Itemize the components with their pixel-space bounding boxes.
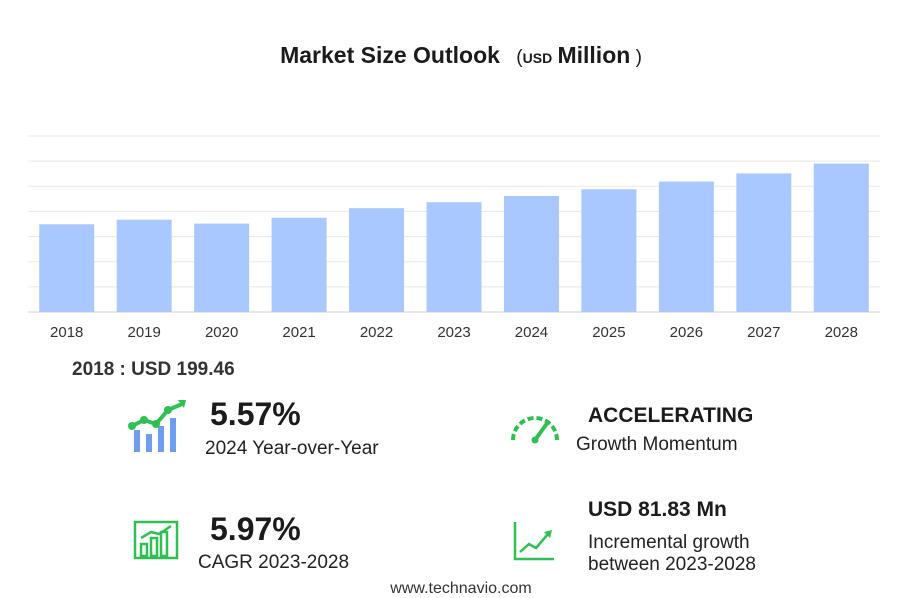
kpi-incremental-label2: between 2023-2028	[588, 554, 756, 575]
bar-chart-icon	[133, 520, 179, 560]
x-tick-label-2018: 2018	[50, 324, 83, 341]
x-tick-label-2027: 2027	[747, 324, 780, 341]
chart-title: Market Size Outlook (USD Million )	[0, 42, 922, 69]
kpi-incremental: USD 81.83 Mn	[588, 498, 727, 522]
x-tick-label-2022: 2022	[360, 324, 393, 341]
bar-2020	[194, 223, 250, 312]
kpi-yoy-label: 2024 Year-over-Year	[205, 438, 379, 459]
bar-2021	[271, 217, 327, 312]
bar-2025	[581, 189, 637, 312]
bar-2018	[39, 224, 95, 312]
kpi-cagr: 5.97%	[210, 511, 301, 548]
kpi-yoy-value: 5.57%	[210, 396, 301, 432]
bar-2023	[426, 202, 482, 312]
bar-2024	[503, 196, 559, 312]
title-million: Million	[557, 42, 631, 68]
kpi-yoy: 5.57%	[210, 396, 301, 433]
footer-source: www.technavio.com	[390, 580, 532, 597]
x-tick-label-2024: 2024	[515, 324, 548, 341]
kpi-momentum-value: ACCELERATING	[588, 404, 754, 427]
bar-trend-icon	[128, 400, 186, 452]
kpi-cagr-label-wrap: CAGR 2023-2028	[198, 552, 349, 574]
kpi-momentum-label: Growth Momentum	[576, 434, 738, 455]
bar-2019	[116, 219, 172, 312]
kpi-cagr-value: 5.97%	[210, 511, 301, 547]
x-tick-label-2025: 2025	[592, 324, 625, 341]
x-tick-label-2021: 2021	[282, 324, 315, 341]
x-tick-label-2020: 2020	[205, 324, 238, 341]
x-tick-label-2023: 2023	[437, 324, 470, 341]
title-main: Market Size Outlook	[280, 42, 500, 68]
kpi-momentum: ACCELERATING	[588, 404, 753, 428]
kpi-incremental-label-wrap: Incremental growth between 2023-2028	[588, 532, 756, 576]
bar-2028	[813, 163, 869, 312]
kpi-yoy-label-wrap: 2024 Year-over-Year	[205, 438, 379, 460]
base-year-value: 2018 : USD 199.46	[72, 359, 235, 380]
kpi-incremental-label1: Incremental growth	[588, 532, 750, 553]
bar-2027	[736, 173, 792, 312]
bar-2022	[349, 208, 405, 312]
x-tick-label-2019: 2019	[127, 324, 160, 341]
title-unit-group: (USD Million )	[516, 42, 642, 68]
bar-chart: 2018 2019 2020 2021 2022 2023 2024 2025 2026 2027…	[28, 135, 880, 341]
line-growth-icon	[513, 522, 554, 561]
title-unit: USD	[522, 50, 553, 66]
speedometer-icon	[511, 416, 559, 444]
kpi-momentum-label-wrap: Growth Momentum	[576, 434, 738, 456]
x-tick-label-2026: 2026	[670, 324, 703, 341]
bar-2026	[658, 181, 714, 312]
kpi-incremental-value: USD 81.83 Mn	[588, 498, 727, 521]
x-tick-label-2028: 2028	[825, 324, 858, 341]
kpi-cagr-label: CAGR 2023-2028	[198, 552, 350, 573]
